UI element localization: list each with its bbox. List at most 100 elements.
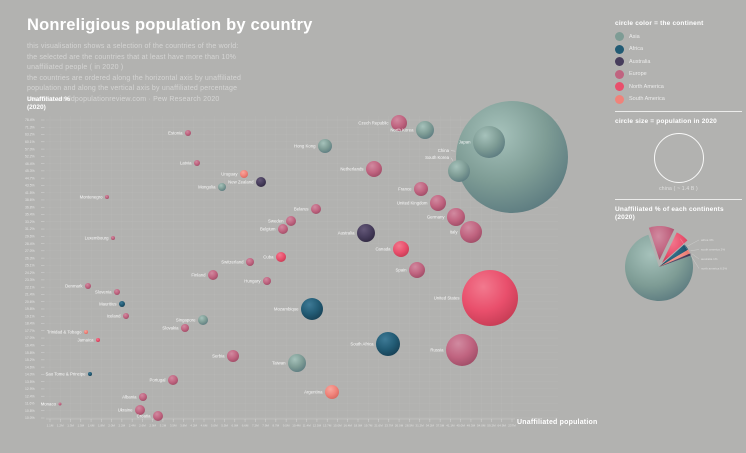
country-bubble-monaco[interactable] bbox=[58, 402, 62, 406]
subtitle-line: the selected are the countries that at l… bbox=[27, 53, 237, 61]
country-bubble-australia[interactable] bbox=[357, 224, 375, 242]
subtitle-line: the countries are ordered along the hori… bbox=[27, 74, 242, 82]
country-bubble-united-kingdom[interactable] bbox=[430, 195, 446, 211]
legend-item-africa: Africa bbox=[615, 44, 742, 54]
country-bubble-south-africa[interactable] bbox=[376, 332, 400, 356]
y-tick-label: 25.1% bbox=[25, 264, 35, 268]
country-bubble-estonia[interactable] bbox=[185, 130, 191, 136]
country-label: Spain bbox=[396, 267, 408, 272]
country-bubble-france[interactable] bbox=[414, 182, 428, 196]
legend-item-north_america: North America bbox=[615, 82, 742, 92]
x-tick-label: 3.2M bbox=[160, 424, 167, 428]
country-label: China bbox=[438, 148, 450, 153]
country-bubble-south-korea[interactable] bbox=[448, 160, 470, 182]
x-tick-label: 4.2M bbox=[190, 424, 197, 428]
country-label: Taiwan bbox=[272, 360, 286, 365]
pie-slice-south_america[interactable] bbox=[659, 249, 691, 268]
country-label: South Korea bbox=[425, 155, 449, 160]
country-bubble-russia[interactable] bbox=[446, 334, 478, 366]
y-tick-label: 21.4% bbox=[25, 293, 35, 297]
country-bubble-finland[interactable] bbox=[208, 270, 218, 280]
country-bubble-albania[interactable] bbox=[139, 393, 147, 401]
country-bubble-argentina[interactable] bbox=[325, 385, 339, 399]
y-tick-label: 43.5% bbox=[25, 184, 35, 188]
country-bubble-singapore[interactable] bbox=[198, 315, 208, 325]
page-title: Nonreligious population by country bbox=[27, 16, 313, 34]
x-tick-label: 2.4M bbox=[129, 424, 136, 428]
x-tick-label: 13.7M bbox=[323, 424, 332, 428]
country-bubble-denmark[interactable] bbox=[85, 283, 91, 289]
x-tick-label: 9.5M bbox=[283, 424, 290, 428]
country-bubble-hong-kong[interactable] bbox=[318, 139, 332, 153]
country-bubble-spain[interactable] bbox=[409, 262, 425, 278]
country-bubble-mongolia[interactable] bbox=[218, 183, 226, 191]
country-bubble-italy[interactable] bbox=[460, 221, 482, 243]
country-bubble-switzerland[interactable] bbox=[246, 258, 254, 266]
country-label: Sao Tome & Principe bbox=[45, 371, 86, 376]
country-label: Slovenia bbox=[95, 289, 112, 294]
country-label: Germany bbox=[427, 214, 446, 219]
country-label: Latvia bbox=[180, 160, 192, 165]
country-bubble-netherlands[interactable] bbox=[366, 161, 382, 177]
x-tick-label: 7.9M bbox=[262, 424, 269, 428]
x-tick-label: 15.0M bbox=[333, 424, 342, 428]
country-label: Netherlands bbox=[340, 166, 363, 171]
country-bubble-hungary[interactable] bbox=[263, 277, 271, 285]
continent-legend: Asia Africa Australia Europe North America So… bbox=[615, 32, 742, 104]
country-bubble-ukraine[interactable] bbox=[135, 405, 145, 415]
country-bubble-luxembourg[interactable] bbox=[111, 236, 115, 240]
legend-item-label: Europe bbox=[629, 71, 647, 78]
country-bubble-new-zealand[interactable] bbox=[256, 177, 266, 187]
x-tick-label: 1.1M bbox=[47, 424, 54, 428]
x-tick-label: 2.2M bbox=[119, 424, 126, 428]
country-bubble-mozambique[interactable] bbox=[301, 298, 323, 320]
country-bubble-croatia[interactable] bbox=[153, 411, 163, 421]
pie-slice-africa[interactable] bbox=[659, 244, 689, 268]
country-bubble-iceland[interactable] bbox=[123, 313, 129, 319]
country-bubble-uruguay[interactable] bbox=[240, 170, 248, 178]
x-tick-label: 64.9M bbox=[498, 424, 507, 428]
country-bubble-jamaica[interactable] bbox=[96, 338, 100, 342]
y-tick-label: 12.4% bbox=[25, 394, 35, 398]
x-tick-label: 18.0M bbox=[354, 424, 363, 428]
country-bubble-montenegro[interactable] bbox=[105, 195, 109, 199]
country-label: Belarus bbox=[294, 206, 309, 211]
country-bubble-portugal[interactable] bbox=[168, 375, 178, 385]
country-bubble-serbia[interactable] bbox=[227, 350, 239, 362]
country-bubble-cuba[interactable] bbox=[276, 252, 286, 262]
country-bubble-china[interactable] bbox=[456, 101, 568, 213]
x-tick-label: 3.8M bbox=[180, 424, 187, 428]
x-tick-label: 23.7M bbox=[385, 424, 394, 428]
country-bubble-north-korea[interactable] bbox=[416, 121, 434, 139]
y-tick-label: 27.0% bbox=[25, 249, 35, 253]
country-bubble-slovakia[interactable] bbox=[181, 324, 189, 332]
country-label: Luxembourg bbox=[85, 235, 109, 240]
country-bubble-latvia[interactable] bbox=[194, 160, 200, 166]
legend-item-australia: Australia bbox=[615, 57, 742, 67]
country-bubble-canada[interactable] bbox=[393, 241, 409, 257]
country-bubble-belgium[interactable] bbox=[278, 224, 288, 234]
pie-slice-asia[interactable] bbox=[625, 234, 693, 302]
x-tick-label: 28.5M bbox=[405, 424, 414, 428]
pie-callout-label: north america 6.5% bbox=[701, 267, 727, 271]
country-bubble-sao-tome-principe[interactable] bbox=[88, 372, 92, 376]
country-bubble-sweden[interactable] bbox=[286, 216, 296, 226]
country-bubble-belarus[interactable] bbox=[311, 204, 321, 214]
axis-ticks: 78.4% 71.3% 63.2% 60.1% 57.0% 52.2% 46.4% 45.3%… bbox=[25, 118, 516, 427]
x-tick-label: 5.5M bbox=[221, 424, 228, 428]
country-bubble-mauritius[interactable] bbox=[119, 301, 125, 307]
pie-slice-australia[interactable] bbox=[659, 253, 691, 268]
country-bubble-trinidad-tobago[interactable] bbox=[84, 330, 88, 334]
country-bubble-united-states[interactable] bbox=[462, 270, 518, 326]
country-bubble-czech-republic[interactable] bbox=[391, 115, 407, 131]
country-bubble-germany[interactable] bbox=[447, 208, 465, 226]
country-bubble-taiwan[interactable] bbox=[288, 354, 306, 372]
y-tick-label: 57.0% bbox=[25, 147, 35, 151]
legend-panel: circle color = the continent Asia Africa A… bbox=[615, 20, 742, 306]
pie-slice-europe[interactable] bbox=[648, 226, 675, 261]
country-bubble-japan[interactable] bbox=[473, 126, 505, 158]
country-bubble-slovenia[interactable] bbox=[114, 289, 120, 295]
x-tick-label: 16.4M bbox=[344, 424, 353, 428]
y-tick-label: 15.2% bbox=[25, 358, 35, 362]
x-tick-label: 11.4M bbox=[303, 424, 312, 428]
